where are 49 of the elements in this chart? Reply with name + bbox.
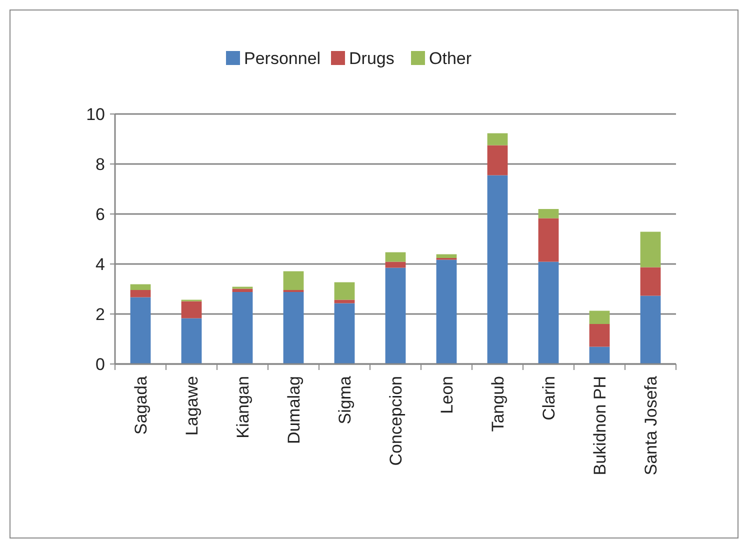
x-tick-label: Kiangan xyxy=(233,376,252,438)
bar xyxy=(487,145,508,176)
bar xyxy=(436,260,457,364)
bar xyxy=(283,292,304,364)
x-tick-label: Dumalag xyxy=(284,376,304,444)
bar xyxy=(130,290,151,298)
bar xyxy=(538,262,559,364)
bar xyxy=(385,252,406,262)
bar xyxy=(640,267,661,296)
bar xyxy=(589,310,610,324)
bar xyxy=(334,282,355,300)
y-tick-label: 10 xyxy=(86,104,105,124)
bar xyxy=(130,284,151,290)
legend-label: Personnel xyxy=(244,48,321,68)
x-tick-label: Leon xyxy=(437,376,456,414)
x-tick-label: Bukidnon PH xyxy=(590,376,610,476)
x-tick-label: Sigma xyxy=(335,375,354,424)
bar xyxy=(487,133,508,146)
y-tick-label: 8 xyxy=(96,154,105,174)
bar xyxy=(385,268,406,364)
bar xyxy=(334,300,355,304)
bar xyxy=(589,324,610,347)
bar xyxy=(589,346,610,364)
bar xyxy=(283,271,304,290)
legend-label: Other xyxy=(429,48,472,68)
bar xyxy=(538,209,559,218)
x-tick-label: Sagada xyxy=(131,375,150,435)
bar xyxy=(640,296,661,364)
bar xyxy=(181,318,202,364)
y-tick-label: 6 xyxy=(96,204,105,224)
bar xyxy=(334,303,355,364)
y-tick-label: 4 xyxy=(96,254,105,274)
bar xyxy=(181,301,202,318)
bar xyxy=(640,232,661,268)
bar xyxy=(487,175,508,364)
bar xyxy=(385,262,406,268)
bar xyxy=(232,288,253,292)
bar xyxy=(130,297,151,364)
x-tick-label: Clarin xyxy=(539,376,558,420)
bar xyxy=(436,254,457,258)
bar xyxy=(538,218,559,262)
x-tick-label: Concepcion xyxy=(386,376,406,466)
x-tick-label: Lagawe xyxy=(182,376,202,436)
y-tick-label: 0 xyxy=(96,354,105,374)
x-tick-label: Tangub xyxy=(488,376,508,432)
bar xyxy=(232,292,253,364)
y-tick-label: 2 xyxy=(96,304,105,324)
legend-label: Drugs xyxy=(349,48,394,68)
x-tick-label: Santa Josefa xyxy=(641,375,660,476)
